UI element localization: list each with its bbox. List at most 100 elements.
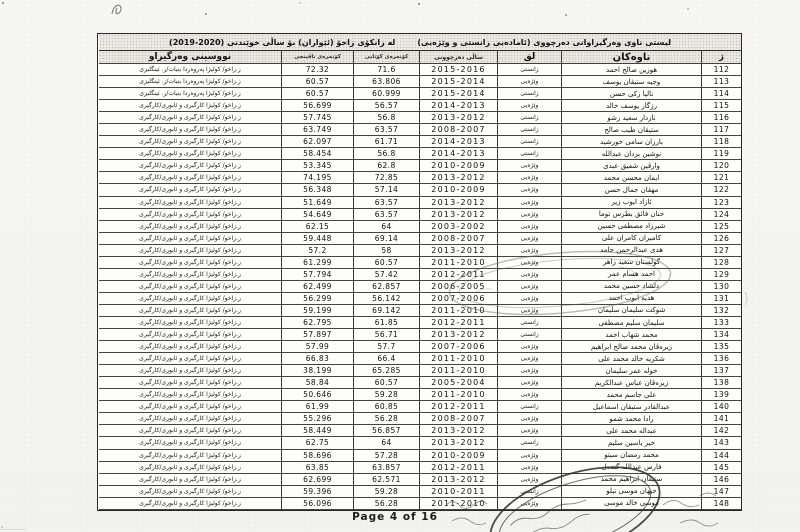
- graduation-years: 2013-2012: [419, 437, 497, 450]
- graduation-years: 2008-2007: [419, 232, 497, 245]
- row-number: 117: [701, 124, 741, 137]
- branch: زانستی: [497, 88, 561, 101]
- student-name: جیهان موسی تیلو: [561, 485, 701, 498]
- branch: زانستی: [497, 136, 561, 149]
- student-name: فارس عبدالله گندەل: [561, 461, 701, 474]
- average-grade: 54.649: [281, 208, 353, 221]
- admission-note: ز.زاخو/ کولیژا کارگیری و ئابوری/کارگیری: [99, 389, 281, 402]
- col-header-admission-note: نووسینی وەرگیراو: [99, 51, 281, 64]
- row-number: 139: [701, 389, 741, 402]
- graduation-years: 2014-2013: [419, 148, 497, 161]
- row-number: 122: [701, 184, 741, 197]
- student-name: خیر یاسین سلیم: [561, 437, 701, 450]
- final-grade: 63.57: [353, 208, 419, 221]
- row-number: 129: [701, 268, 741, 281]
- graduation-years: 2008-2007: [419, 124, 497, 137]
- graduation-years: 2011-2010: [419, 497, 497, 510]
- row-number: 115: [701, 100, 741, 113]
- graduation-years: 2013-2012: [419, 425, 497, 438]
- final-grade: 63.57: [353, 124, 419, 137]
- graduation-years: 2013-2012: [419, 196, 497, 209]
- branch: وێژەیی: [497, 100, 561, 113]
- row-number: 114: [701, 88, 741, 101]
- student-name: وارڤین شفیق عبدی: [561, 160, 701, 173]
- graduation-years: 2012-2011: [419, 268, 497, 281]
- branch: زانستی: [497, 437, 561, 450]
- final-grade: 71.6: [353, 64, 419, 77]
- branch: وێژەیی: [497, 449, 561, 462]
- table-title-sub: لە زانکۆی زاخۆ (ئێواران) بۆ ساڵی خوێندنی…: [169, 37, 396, 47]
- graduation-years: 2015-2016: [419, 64, 497, 77]
- average-grade: 74.195: [281, 172, 353, 185]
- average-grade: 58.696: [281, 449, 353, 462]
- row-number: 135: [701, 341, 741, 354]
- graduation-years: 2006-2005: [419, 280, 497, 293]
- admission-note: ز.زاخو/ کولیژا کارگیری و ئابوری/کارگیری: [99, 305, 281, 317]
- average-grade: 62.15: [281, 220, 353, 233]
- admission-note: ز.زاخو/ کولیژا کارگیری و ئابوری/کارگیری: [99, 100, 281, 113]
- student-name: رادا محمد شمو: [561, 413, 701, 426]
- branch: وێژەیی: [497, 268, 561, 281]
- graduation-years: 2014-2013: [419, 136, 497, 149]
- row-number: 128: [701, 256, 741, 269]
- final-grade: 56.8: [353, 148, 419, 161]
- student-name: علی جاسم محمد: [561, 389, 701, 402]
- admission-note: ز.زاخو/ کولیژا پەروەردا بنیات/ز. ئینگلیز…: [99, 76, 281, 89]
- row-number: 113: [701, 76, 741, 89]
- graduation-years: 2011-2010: [419, 256, 497, 269]
- average-grade: 63.85: [281, 461, 353, 474]
- final-grade: 56.28: [353, 413, 419, 426]
- branch: وێژەیی: [497, 413, 561, 426]
- admission-note: ز.زاخو/ کولیژا پەروەردا بنیات/ز. ئینگلیز…: [99, 88, 281, 101]
- final-grade: 69.142: [353, 304, 419, 317]
- graduation-years: 2010-2009: [419, 160, 497, 173]
- admission-note: ز.زاخو/ کولیژا کارگیری و ئابوری/کارگیری: [99, 413, 281, 426]
- final-grade: 60.57: [353, 256, 419, 269]
- graduation-years: 2011-2010: [419, 353, 497, 366]
- final-grade: 56.28: [353, 497, 419, 510]
- branch: وێژەیی: [497, 280, 561, 293]
- admission-note: ز.زاخو/ کولیژا کارگیری و ئابوری/کارگیری: [99, 160, 281, 173]
- student-name: هوزین صالح احمد: [561, 64, 701, 77]
- admission-note: ز.زاخو/ کولیژا کارگیری و ئابوری/کارگیری: [99, 136, 281, 149]
- admission-note: ز.زاخو/ کولیژا کارگیری و ئابوری/کارگیری: [99, 498, 281, 510]
- student-name: عبداله محمد علی: [561, 425, 701, 438]
- row-number: 126: [701, 232, 741, 245]
- graduation-years: 2014-2013: [419, 100, 497, 113]
- admission-note: ز.زاخو/ کولیژا کارگیری و ئابوری/کارگیری: [99, 293, 281, 305]
- student-name: گولستان سعید زاهر: [561, 256, 701, 269]
- student-name: زیرەڤان محمد صالح ابراهیم: [561, 341, 701, 354]
- final-grade: 62.571: [353, 473, 419, 486]
- average-grade: 62.097: [281, 136, 353, 149]
- admission-note: ز.زاخو/ کولیژا کارگیری و ئابوری/کارگیری: [99, 474, 281, 486]
- col-header-final-grade: کۆنمرەی کۆتایی: [353, 51, 419, 64]
- final-grade: 72.85: [353, 172, 419, 185]
- admission-note: ز.زاخو/ کولیژا کارگیری و ئابوری/کارگیری: [99, 257, 281, 269]
- admission-note: ز.زاخو/ کولیژا کارگیری و ئابوری/کارگیری: [99, 317, 281, 330]
- graduation-years: 2010-2009: [419, 449, 497, 462]
- student-name: ستیڤان طیب صالح: [561, 124, 701, 137]
- student-name: ایمان محسن محمد: [561, 172, 701, 185]
- row-number: 124: [701, 208, 741, 221]
- graduation-years: 2007-2006: [419, 341, 497, 354]
- row-number: 123: [701, 196, 741, 209]
- average-grade: 62.499: [281, 280, 353, 293]
- student-name: شکریه خالد محمد علی: [561, 353, 701, 366]
- average-grade: 63.749: [281, 124, 353, 137]
- table-title: لیستی ناوی وەرگیراوانی دەرچووی (ئامادەیی…: [99, 34, 741, 51]
- admission-note: ز.زاخو/ کولیژا کارگیری و ئابوری/کارگیری: [99, 124, 281, 137]
- col-header-average-grade: کۆنمرەی ناڤینجی: [281, 51, 353, 64]
- admission-note: ز.زاخو/ کولیژا کارگیری و ئابوری/کارگیری: [99, 281, 281, 293]
- branch: وێژەیی: [497, 365, 561, 378]
- row-number: 125: [701, 220, 741, 233]
- average-grade: 62.75: [281, 437, 353, 450]
- student-name: سلیمان سلیم مصطفی: [561, 316, 701, 330]
- graduation-years: 2005-2004: [419, 377, 497, 390]
- admission-note: ز.زاخو/ کولیژا کارگیری و ئابوری/کارگیری: [99, 184, 281, 197]
- average-grade: 50.646: [281, 389, 353, 402]
- final-grade: 66.4: [353, 353, 419, 366]
- admission-note: ز.زاخو/ کولیژا کارگیری و ئابوری/کارگیری: [99, 377, 281, 390]
- student-name: موسی خالد موسی: [561, 497, 701, 510]
- admission-note: ز.زاخو/ کولیژا کارگیری و ئابوری/کارگیری: [99, 341, 281, 354]
